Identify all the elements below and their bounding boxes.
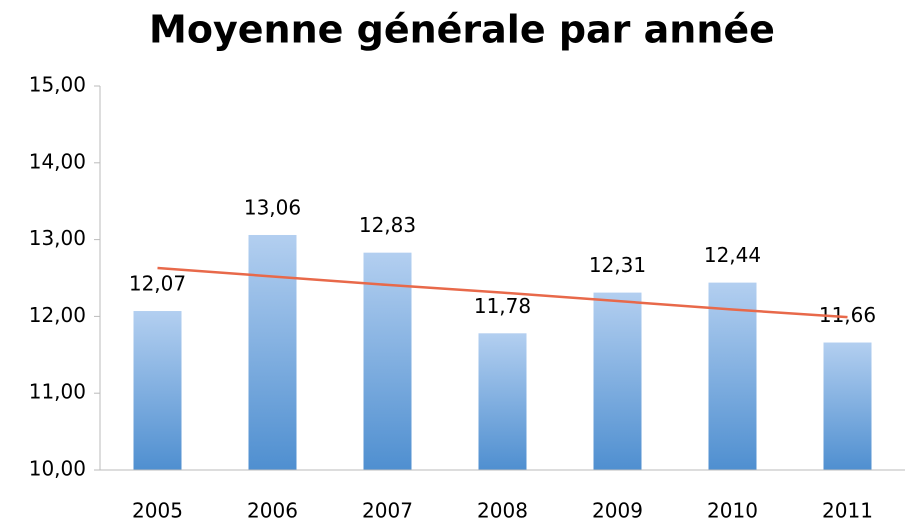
bar — [708, 282, 757, 470]
value-label: 12,44 — [704, 243, 761, 267]
bar — [133, 311, 182, 470]
y-tick-label: 15,00 — [29, 73, 86, 97]
value-label: 12,31 — [589, 253, 646, 277]
bar — [363, 252, 412, 470]
y-tick-label: 14,00 — [29, 149, 86, 173]
value-label: 11,78 — [474, 294, 531, 318]
x-tick-label: 2011 — [822, 499, 873, 523]
trend-line — [157, 266, 848, 319]
x-tick-label: 2005 — [132, 499, 183, 523]
y-tick-label: 10,00 — [29, 457, 86, 481]
value-label: 12,83 — [359, 213, 416, 237]
x-tick-label: 2007 — [362, 499, 413, 523]
bar — [248, 234, 297, 470]
y-tick-label: 11,00 — [29, 380, 86, 404]
x-tick-label: 2006 — [247, 499, 298, 523]
x-tick-label: 2008 — [477, 499, 528, 523]
bar — [478, 333, 527, 470]
y-tick-label: 12,00 — [29, 303, 86, 327]
x-tick-label: 2009 — [592, 499, 643, 523]
y-tick-label: 13,00 — [29, 226, 86, 250]
value-label: 13,06 — [244, 195, 301, 219]
x-tick-label: 2010 — [707, 499, 758, 523]
chart-title: Moyenne générale par année — [149, 8, 775, 52]
bar — [593, 292, 642, 470]
bar — [823, 342, 872, 470]
value-label: 12,07 — [129, 272, 186, 296]
